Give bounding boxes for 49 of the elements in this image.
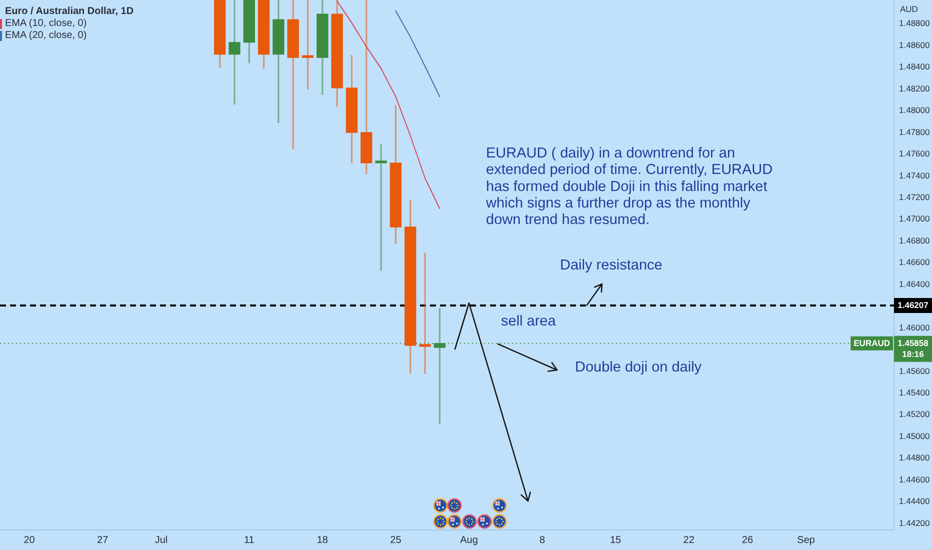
y-tick-label: 1.48000: [899, 105, 930, 116]
y-tick-label: 1.48400: [899, 62, 930, 72]
y-tick-label: 1.47200: [899, 192, 930, 202]
candlestick: [419, 252, 431, 374]
x-tick-label: 20: [24, 534, 36, 546]
x-tick-label: 25: [390, 534, 402, 546]
y-tick-label: 1.44600: [899, 474, 930, 484]
x-tick-label: Jul: [154, 534, 168, 546]
y-tick-label: 1.48600: [899, 40, 930, 50]
y-tick-label: 1.44800: [899, 452, 930, 463]
y-axis-title: AUD: [900, 4, 918, 14]
y-tick-label: 1.45000: [899, 430, 930, 441]
x-tick-label: 18: [316, 534, 328, 546]
candlestick: [375, 144, 387, 271]
text: Euro / Australian Dollar, 1D: [5, 6, 134, 18]
legend-label: EMA (20, close, 0): [4, 30, 87, 42]
text: 18:16: [902, 348, 924, 359]
y-tick-label: 1.45400: [899, 388, 930, 398]
y-tick-label: 1.46800: [899, 235, 930, 246]
y-tick-label: 1.47400: [899, 170, 930, 180]
annotation: sell area: [501, 313, 557, 330]
x-tick-label: 22: [683, 534, 695, 546]
annotation: EURAUD ( daily) in a downtrend for an extended period of time. Currently, EURAUD has formed double Doji in this falling market which signs a further drop as the monthly down trend has resumed.: [485, 145, 773, 228]
y-tick-label: 1.44200: [899, 518, 930, 528]
ref-line-label: 1.45858: [898, 338, 929, 348]
y-tick-label: 1.45200: [899, 409, 930, 420]
y-tick-label: 1.46600: [899, 257, 930, 268]
x-tick-label: 26: [742, 534, 754, 546]
x-tick-label: 27: [97, 534, 109, 546]
y-tick-label: 1.48200: [899, 83, 930, 94]
x-tick-label: 8: [539, 534, 546, 546]
y-tick-label: 1.47600: [899, 148, 930, 159]
annotation: Daily resistance: [560, 257, 662, 274]
y-tick-label: 1.46400: [899, 278, 930, 289]
y-tick-label: 1.46000: [899, 322, 930, 332]
y-tick-label: 1.45600: [899, 366, 930, 376]
annotation: Double doji on daily: [575, 360, 702, 376]
y-tick-label: 1.47000: [899, 214, 930, 224]
x-tick-label: Sep: [797, 534, 816, 546]
x-tick-label: 11: [244, 534, 255, 546]
x-tick-label: Aug: [460, 534, 478, 546]
annotation: EURAUD: [854, 338, 890, 348]
y-tick-label: 1.44400: [899, 496, 930, 506]
y-tick-label: 1.47800: [899, 126, 930, 137]
candlestick: [228, 0, 240, 105]
legend-label: EMA (10, close, 0): [4, 18, 87, 30]
y-tick-label: 1.48800: [899, 18, 930, 28]
ref-line-label: 1.46207: [898, 300, 929, 310]
x-tick-label: 15: [610, 534, 622, 546]
